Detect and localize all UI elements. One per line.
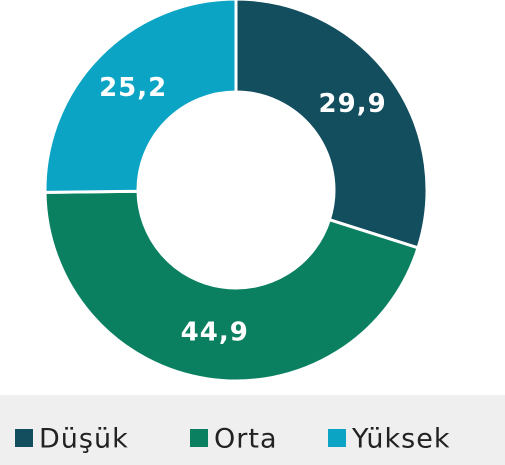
donut-slice bbox=[43, 0, 238, 194]
donut-slice bbox=[43, 189, 420, 383]
legend-label: Yüksek bbox=[351, 424, 450, 455]
legend-swatch bbox=[328, 429, 346, 447]
legend-background bbox=[0, 395, 505, 465]
donut-slice bbox=[234, 0, 429, 250]
value-label: 29,9 bbox=[319, 89, 387, 119]
legend-swatch bbox=[190, 429, 208, 447]
legend-label: Düşük bbox=[39, 424, 129, 455]
value-label: 25,2 bbox=[99, 73, 167, 103]
legend-label: Orta bbox=[214, 424, 277, 455]
legend-swatch bbox=[15, 429, 33, 447]
value-label: 44,9 bbox=[181, 317, 249, 347]
